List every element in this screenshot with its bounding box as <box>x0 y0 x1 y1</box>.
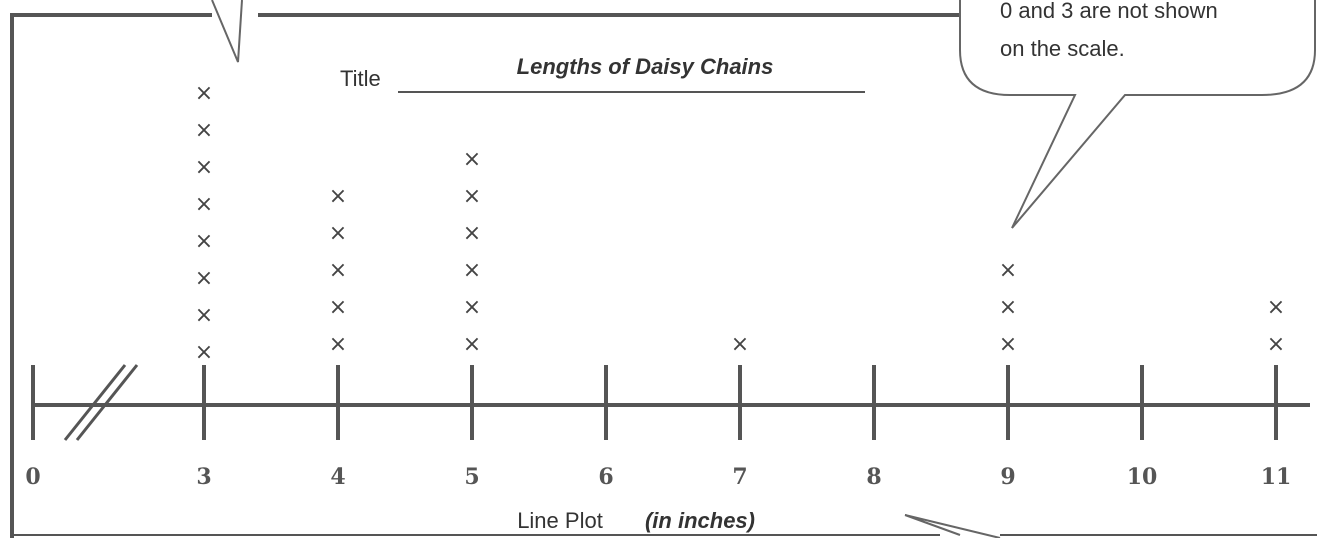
x-mark: × <box>463 184 481 209</box>
x-tick-label: 6 <box>598 464 613 490</box>
x-mark: × <box>329 295 347 320</box>
title-label: Title <box>340 66 381 91</box>
x-mark: × <box>195 229 213 254</box>
x-mark: × <box>1267 295 1285 320</box>
x-tick-label: 0 <box>25 464 40 490</box>
x-mark: × <box>329 184 347 209</box>
dot-stack: × <box>731 332 749 357</box>
frame <box>10 13 1317 538</box>
x-axis-unit: (in inches) <box>645 508 755 533</box>
x-tick-label: 5 <box>464 464 479 490</box>
dot-stack: × × × × × × × × <box>195 81 213 365</box>
callout-text: on the scale. <box>1000 36 1125 61</box>
x-mark: × <box>999 295 1017 320</box>
x-tick-label: 4 <box>330 464 345 490</box>
x-mark: × <box>195 81 213 106</box>
callouts <box>211 0 1316 538</box>
x-mark: × <box>463 332 481 357</box>
x-axis-label: Line Plot <box>517 508 603 533</box>
x-mark: × <box>999 258 1017 283</box>
x-tick-label: 11 <box>1261 464 1292 490</box>
x-mark: × <box>329 258 347 283</box>
x-mark: × <box>195 266 213 291</box>
x-tick-label: 7 <box>732 464 747 490</box>
x-mark: × <box>463 221 481 246</box>
dot-stack: × × × × × × <box>463 147 481 357</box>
callout-text: 0 and 3 are not shown <box>1000 0 1218 23</box>
x-mark: × <box>329 332 347 357</box>
x-mark: × <box>999 332 1017 357</box>
x-mark: × <box>463 258 481 283</box>
x-mark: × <box>195 303 213 328</box>
x-mark: × <box>195 192 213 217</box>
x-mark: × <box>195 155 213 180</box>
x-mark: × <box>329 221 347 246</box>
x-tick-label: 3 <box>196 464 211 490</box>
x-mark: × <box>1267 332 1285 357</box>
x-mark: × <box>463 147 481 172</box>
x-mark: × <box>463 295 481 320</box>
dot-stack: ×× <box>1267 295 1285 357</box>
x-tick-label: 9 <box>1000 464 1015 490</box>
axis-break <box>63 364 127 441</box>
dot-stack: × × × <box>999 258 1017 357</box>
x-mark: × <box>731 332 749 357</box>
chart-title: Lengths of Daisy Chains <box>517 54 774 79</box>
x-mark: × <box>195 340 213 365</box>
x-tick-label: 10 <box>1127 464 1158 490</box>
dot-stack: × × × × × <box>329 184 347 357</box>
axis-break <box>75 364 139 441</box>
x-tick-label: 8 <box>866 464 881 490</box>
x-mark: × <box>195 118 213 143</box>
